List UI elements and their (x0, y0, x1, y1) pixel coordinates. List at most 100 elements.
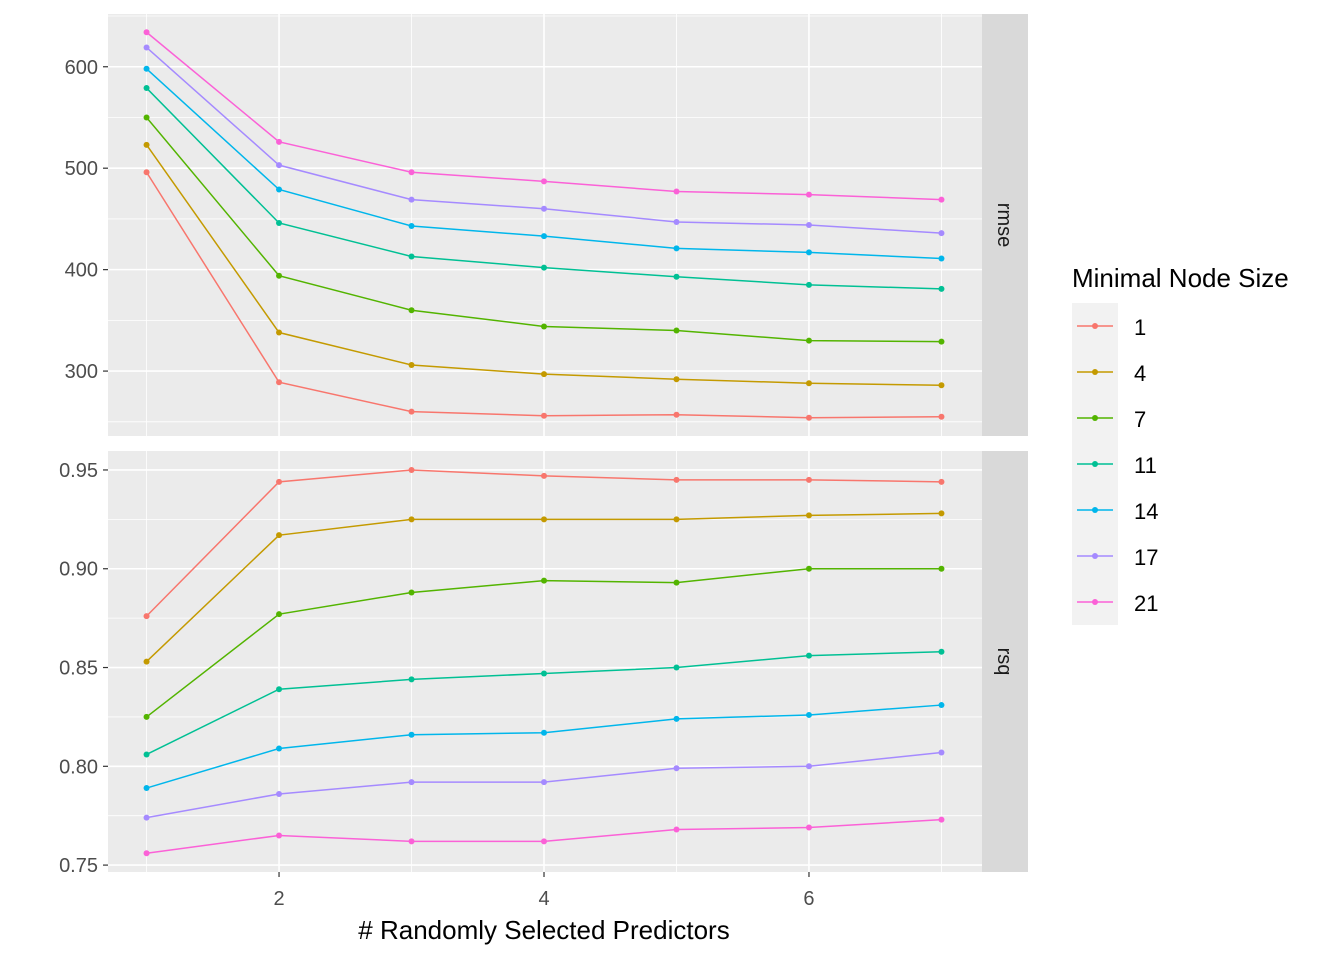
data-point-17 (276, 162, 283, 169)
y-tick-label: 0.85 (59, 658, 98, 680)
data-point-21 (276, 832, 283, 839)
data-point-14 (938, 255, 945, 262)
data-point-4 (805, 512, 812, 519)
facet-strip (982, 451, 1028, 872)
y-tick-label: 0.95 (59, 460, 98, 482)
legend-key-point (1092, 323, 1098, 329)
data-point-21 (805, 191, 812, 198)
data-point-4 (276, 532, 283, 539)
data-point-4 (143, 658, 150, 665)
data-point-7 (143, 713, 150, 720)
data-point-4 (276, 329, 283, 336)
data-point-11 (673, 273, 680, 280)
facet-strip (982, 14, 1028, 436)
data-point-14 (408, 223, 415, 230)
x-axis-label: # Randomly Selected Predictors (358, 915, 729, 945)
data-point-17 (143, 814, 150, 821)
data-point-11 (938, 285, 945, 292)
data-point-21 (276, 138, 283, 145)
data-point-11 (805, 652, 812, 659)
legend-label: 17 (1134, 545, 1158, 570)
data-point-17 (541, 779, 548, 786)
data-point-17 (276, 790, 283, 797)
data-point-1 (408, 466, 415, 473)
data-point-1 (938, 413, 945, 420)
legend-label: 4 (1134, 361, 1146, 386)
data-point-1 (276, 478, 283, 485)
legend-key-point (1092, 553, 1098, 559)
data-point-14 (276, 745, 283, 752)
data-point-14 (408, 731, 415, 738)
data-point-1 (938, 478, 945, 485)
data-point-21 (541, 838, 548, 845)
data-point-17 (408, 196, 415, 203)
data-point-7 (143, 114, 150, 121)
data-point-14 (143, 785, 150, 792)
facet-strip-label: rmse (993, 203, 1015, 247)
data-point-17 (938, 749, 945, 756)
data-point-21 (938, 196, 945, 203)
data-point-17 (673, 218, 680, 225)
data-point-1 (408, 408, 415, 415)
data-point-4 (541, 371, 548, 378)
y-tick-label: 0.80 (59, 756, 98, 778)
data-point-4 (143, 141, 150, 148)
y-tick-label: 500 (65, 158, 98, 180)
legend-label: 14 (1134, 499, 1158, 524)
data-point-21 (408, 838, 415, 845)
data-point-21 (673, 826, 680, 833)
data-point-14 (938, 702, 945, 709)
data-point-11 (408, 253, 415, 260)
data-point-14 (143, 65, 150, 72)
data-point-1 (673, 411, 680, 418)
data-point-21 (805, 824, 812, 831)
data-point-11 (541, 264, 548, 271)
data-point-17 (938, 230, 945, 237)
data-point-11 (276, 219, 283, 226)
x-tick-label: 4 (538, 888, 549, 910)
data-point-21 (143, 850, 150, 857)
data-point-1 (143, 613, 150, 620)
legend-key-point (1092, 507, 1098, 513)
data-point-1 (673, 476, 680, 483)
legend-key-point (1092, 415, 1098, 421)
data-point-4 (408, 361, 415, 368)
data-point-11 (276, 686, 283, 693)
panel-background (108, 14, 982, 436)
data-point-17 (143, 44, 150, 51)
legend-label: 7 (1134, 407, 1146, 432)
data-point-14 (541, 233, 548, 240)
data-point-21 (408, 169, 415, 176)
data-point-21 (673, 188, 680, 195)
data-point-4 (938, 510, 945, 517)
data-point-14 (673, 245, 680, 252)
data-point-17 (805, 763, 812, 770)
data-point-1 (805, 476, 812, 483)
data-point-11 (541, 670, 548, 677)
data-point-11 (143, 751, 150, 758)
data-point-11 (143, 85, 150, 92)
x-tick-label: 6 (803, 888, 814, 910)
y-tick-label: 300 (65, 361, 98, 383)
data-point-4 (408, 516, 415, 523)
data-point-21 (541, 178, 548, 185)
data-point-7 (673, 327, 680, 334)
data-point-7 (938, 565, 945, 572)
data-point-11 (805, 281, 812, 288)
data-point-7 (276, 272, 283, 279)
y-tick-label: 600 (65, 57, 98, 79)
data-point-14 (805, 711, 812, 718)
data-point-7 (276, 611, 283, 618)
data-point-7 (408, 589, 415, 596)
data-point-11 (673, 664, 680, 671)
data-point-4 (938, 382, 945, 389)
data-point-7 (408, 307, 415, 314)
data-point-17 (408, 779, 415, 786)
data-point-21 (938, 816, 945, 823)
legend-label: 11 (1134, 453, 1157, 478)
data-point-17 (673, 765, 680, 772)
data-point-17 (805, 222, 812, 228)
x-tick-label: 2 (273, 888, 284, 910)
data-point-14 (673, 715, 680, 722)
